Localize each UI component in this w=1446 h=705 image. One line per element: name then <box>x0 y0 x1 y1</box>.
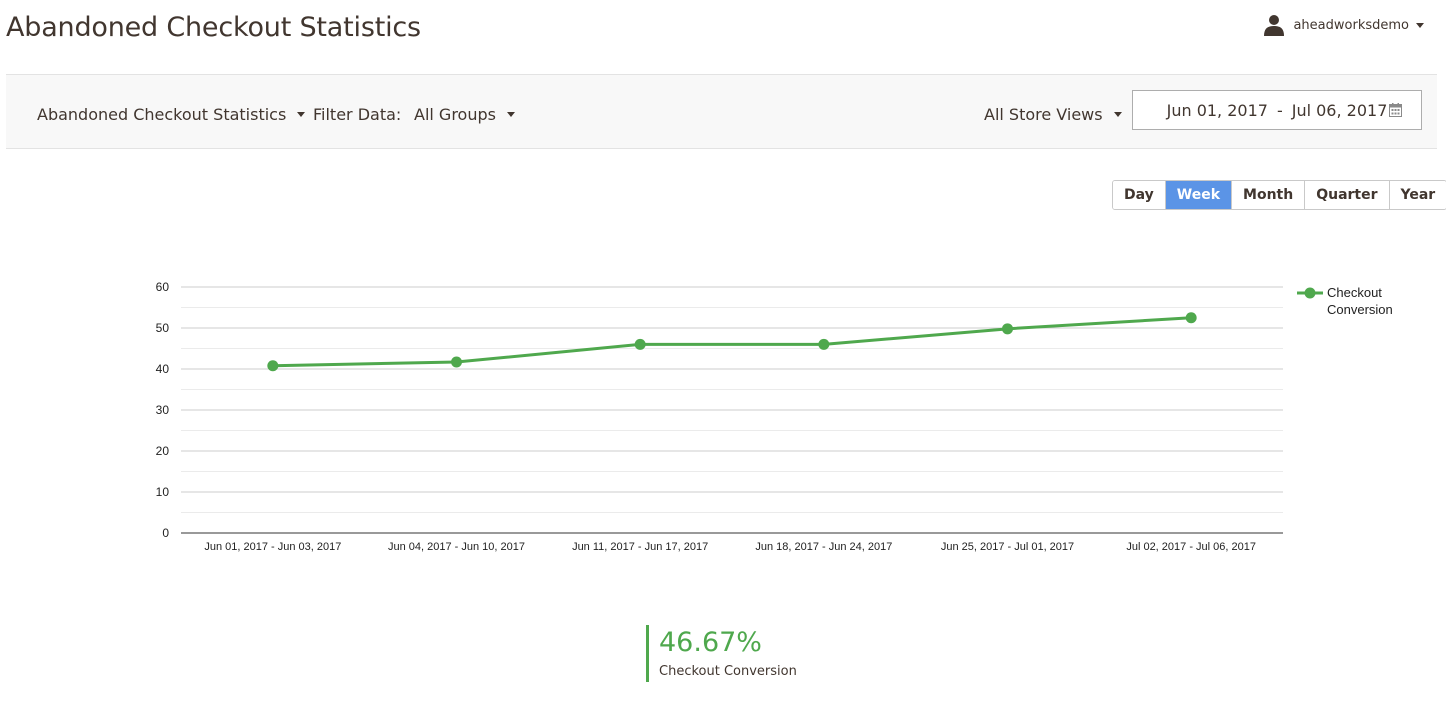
period-button-month[interactable]: Month <box>1232 181 1306 209</box>
data-point-3 <box>634 338 646 350</box>
filter-toolbar: Abandoned Checkout Statistics Filter Dat… <box>6 74 1437 149</box>
filter-label: Filter Data: <box>313 105 401 124</box>
page-title: Abandoned Checkout Statistics <box>6 12 421 43</box>
summary-label: Checkout Conversion <box>659 664 797 679</box>
period-switcher: Day Week Month Quarter Year <box>1112 180 1446 210</box>
date-separator: - <box>1276 100 1283 120</box>
y-tick-label: 30 <box>156 403 170 417</box>
date-from: Jun 01, 2017 <box>1166 100 1268 120</box>
checkout-conversion-chart: 0 10 20 30 40 50 60 Jun 01, 2017 - Jun 03, 2017… <box>156 280 1393 553</box>
chevron-down-icon <box>506 112 515 117</box>
data-point-1 <box>267 360 279 372</box>
period-button-week[interactable]: Week <box>1165 181 1233 209</box>
x-tick-label: Jun 01, 2017 - Jun 03, 2017 <box>204 541 341 553</box>
date-range-picker[interactable]: Jun 01, 2017 - Jul 06, 2017 <box>1132 90 1422 130</box>
user-icon <box>1264 15 1285 36</box>
y-tick-label: 20 <box>156 444 170 458</box>
x-tick-label: Jun 25, 2017 - Jul 01, 2017 <box>941 541 1074 553</box>
chevron-down-icon <box>297 112 306 117</box>
y-tick-label: 10 <box>156 485 170 499</box>
x-tick-label: Jun 18, 2017 - Jun 24, 2017 <box>755 541 892 553</box>
series-line-checkout-conversion <box>272 316 1192 368</box>
period-button-quarter[interactable]: Quarter <box>1305 181 1390 209</box>
store-view-selector[interactable]: All Store Views <box>984 105 1122 124</box>
y-tick-label: 60 <box>156 280 170 294</box>
y-tick-label: 40 <box>156 362 170 376</box>
legend-label: Checkout <box>1327 285 1382 300</box>
user-name: aheadworksdemo <box>1293 17 1409 33</box>
x-tick-label: Jun 04, 2017 - Jun 10, 2017 <box>388 541 525 553</box>
period-button-year[interactable]: Year <box>1389 181 1446 209</box>
data-point-6 <box>1185 312 1197 324</box>
data-point-4 <box>818 338 830 350</box>
calendar-icon <box>1389 103 1402 117</box>
group-selector[interactable]: All Groups <box>414 105 515 124</box>
store-view-label: All Store Views <box>984 105 1103 124</box>
filter-label-text: Filter Data: <box>313 105 402 124</box>
report-selector[interactable]: Abandoned Checkout Statistics <box>37 105 306 124</box>
period-button-day[interactable]: Day <box>1113 181 1166 209</box>
x-tick-label: Jun 11, 2017 - Jun 17, 2017 <box>572 541 708 553</box>
report-selector-label: Abandoned Checkout Statistics <box>37 105 287 124</box>
y-tick-label: 0 <box>162 526 169 540</box>
summary-value: 46.67% <box>659 627 762 658</box>
chevron-down-icon <box>1416 22 1424 28</box>
summary-metric: 46.67% Checkout Conversion <box>646 625 797 682</box>
data-point-5 <box>1002 323 1013 335</box>
x-tick-label: Jul 02, 2017 - Jul 06, 2017 <box>1126 541 1256 553</box>
chevron-down-icon <box>1113 112 1122 117</box>
group-selector-label: All Groups <box>414 105 496 124</box>
legend-label: Conversion <box>1327 302 1393 317</box>
data-point-2 <box>451 356 462 368</box>
legend-point-marker <box>1304 287 1316 299</box>
date-to: Jul 06, 2017 <box>1291 100 1388 120</box>
y-tick-label: 50 <box>156 321 170 335</box>
user-menu[interactable]: aheadworksdemo <box>1264 14 1424 36</box>
